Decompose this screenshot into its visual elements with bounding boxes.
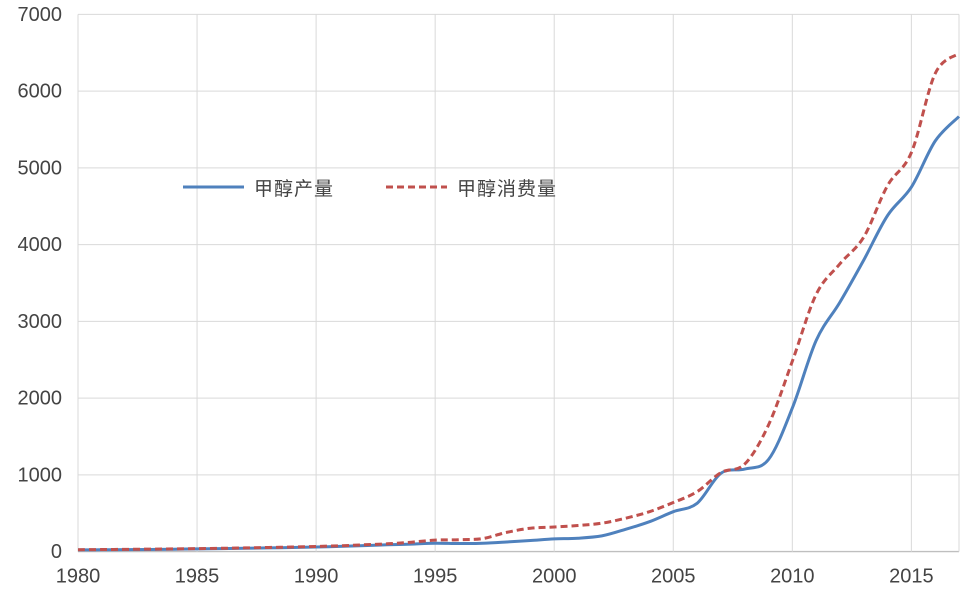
y-tick-label: 1000 — [18, 464, 63, 486]
x-tick-label: 2015 — [889, 566, 934, 588]
y-tick-label: 0 — [51, 541, 62, 563]
y-tick-label: 4000 — [18, 234, 63, 256]
x-tick-label: 1985 — [175, 566, 220, 588]
x-tick-label: 2000 — [532, 566, 577, 588]
legend-label-production: 甲醇产量 — [254, 178, 335, 200]
legend-item-consumption: 甲醇消费量 — [385, 175, 558, 200]
x-tick-label: 1990 — [294, 566, 339, 588]
x-tick-label: 2010 — [770, 566, 815, 588]
y-tick-label: 5000 — [18, 157, 63, 179]
y-tick-label: 7000 — [18, 4, 63, 26]
series-line-consumption — [77, 52, 960, 552]
legend-line-consumption-icon — [386, 185, 447, 189]
x-tick-label: 1980 — [56, 566, 101, 588]
y-tick-label: 2000 — [18, 388, 63, 410]
legend-label-consumption: 甲醇消费量 — [457, 178, 558, 200]
x-tick-label: 2005 — [651, 566, 696, 588]
y-tick-label: 6000 — [18, 81, 63, 103]
y-tick-label: 3000 — [18, 311, 63, 333]
x-tick-label: 1995 — [413, 566, 458, 588]
legend-item-production: 甲醇产量 — [182, 175, 335, 200]
legend-line-production-icon — [183, 185, 244, 189]
